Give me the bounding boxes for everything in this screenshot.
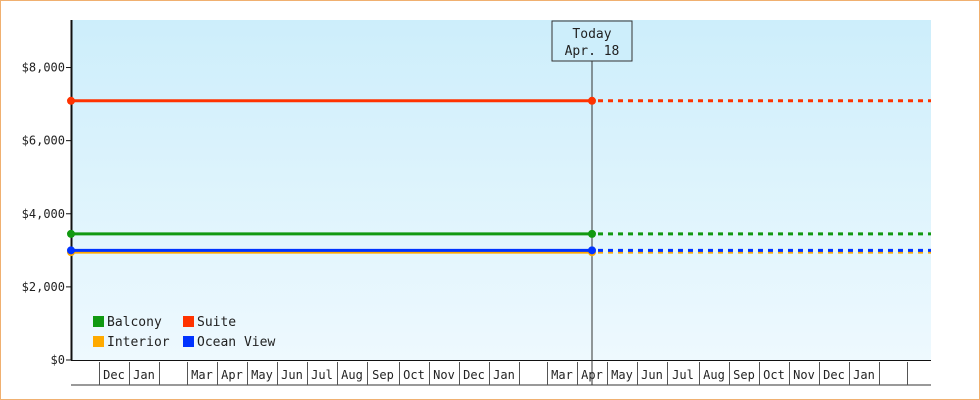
today-label: Today bbox=[572, 27, 611, 42]
month-tick-label: Mar bbox=[551, 368, 573, 382]
month-tick-label: Jun bbox=[281, 368, 303, 382]
month-tick-label: Jan bbox=[493, 368, 515, 382]
y-tick-label: $2,000 bbox=[22, 280, 65, 294]
month-tick-label: Aug bbox=[703, 368, 725, 382]
today-marker-box bbox=[551, 20, 633, 62]
legend-label-interior: Interior bbox=[107, 335, 170, 350]
month-tick-label: Jul bbox=[672, 368, 694, 382]
month-tick-label: Oct bbox=[763, 368, 785, 382]
month-tick-label: Jun bbox=[641, 368, 663, 382]
series-point-suite bbox=[67, 96, 75, 105]
series-point-suite bbox=[588, 96, 596, 105]
y-tick-label: $6,000 bbox=[22, 134, 65, 148]
series-point-balcony bbox=[67, 229, 75, 238]
y-tick-label: $4,000 bbox=[22, 207, 65, 221]
series-point-balcony bbox=[588, 229, 596, 238]
legend-label-balcony: Balcony bbox=[107, 315, 162, 330]
month-tick-label: Apr bbox=[221, 368, 243, 382]
month-tick-label: May bbox=[251, 368, 273, 382]
month-tick-label: Nov bbox=[433, 368, 455, 382]
month-tick-label: Oct bbox=[403, 368, 425, 382]
month-tick-label: Sep bbox=[733, 368, 755, 382]
month-tick-label: Jul bbox=[311, 368, 333, 382]
month-tick-label: Nov bbox=[793, 368, 815, 382]
month-tick-label: Jan bbox=[133, 368, 155, 382]
legend-swatch-balcony bbox=[93, 316, 104, 327]
legend-label-suite: Suite bbox=[197, 315, 236, 330]
legend-swatch-suite bbox=[183, 316, 194, 327]
month-tick-label: Mar bbox=[191, 368, 213, 382]
month-tick-label: Dec bbox=[463, 368, 485, 382]
month-tick-label: Dec bbox=[823, 368, 845, 382]
legend-swatch-interior bbox=[93, 336, 104, 347]
legend-swatch-ocean-view bbox=[183, 336, 194, 347]
month-tick-label: Sep bbox=[372, 368, 394, 382]
month-tick-label: Jan bbox=[853, 368, 875, 382]
y-tick-label: $8,000 bbox=[22, 61, 65, 75]
month-tick-label: May bbox=[611, 368, 633, 382]
series-point-ocean-view bbox=[588, 246, 596, 255]
month-tick-label: Dec bbox=[103, 368, 125, 382]
month-tick-label: Aug bbox=[341, 368, 363, 382]
today-date-label: Apr. 18 bbox=[565, 44, 620, 59]
legend-label-ocean-view: Ocean View bbox=[197, 335, 275, 350]
series-point-ocean-view bbox=[67, 246, 75, 255]
plot-area bbox=[71, 20, 931, 360]
y-tick-label: $0 bbox=[51, 353, 65, 367]
